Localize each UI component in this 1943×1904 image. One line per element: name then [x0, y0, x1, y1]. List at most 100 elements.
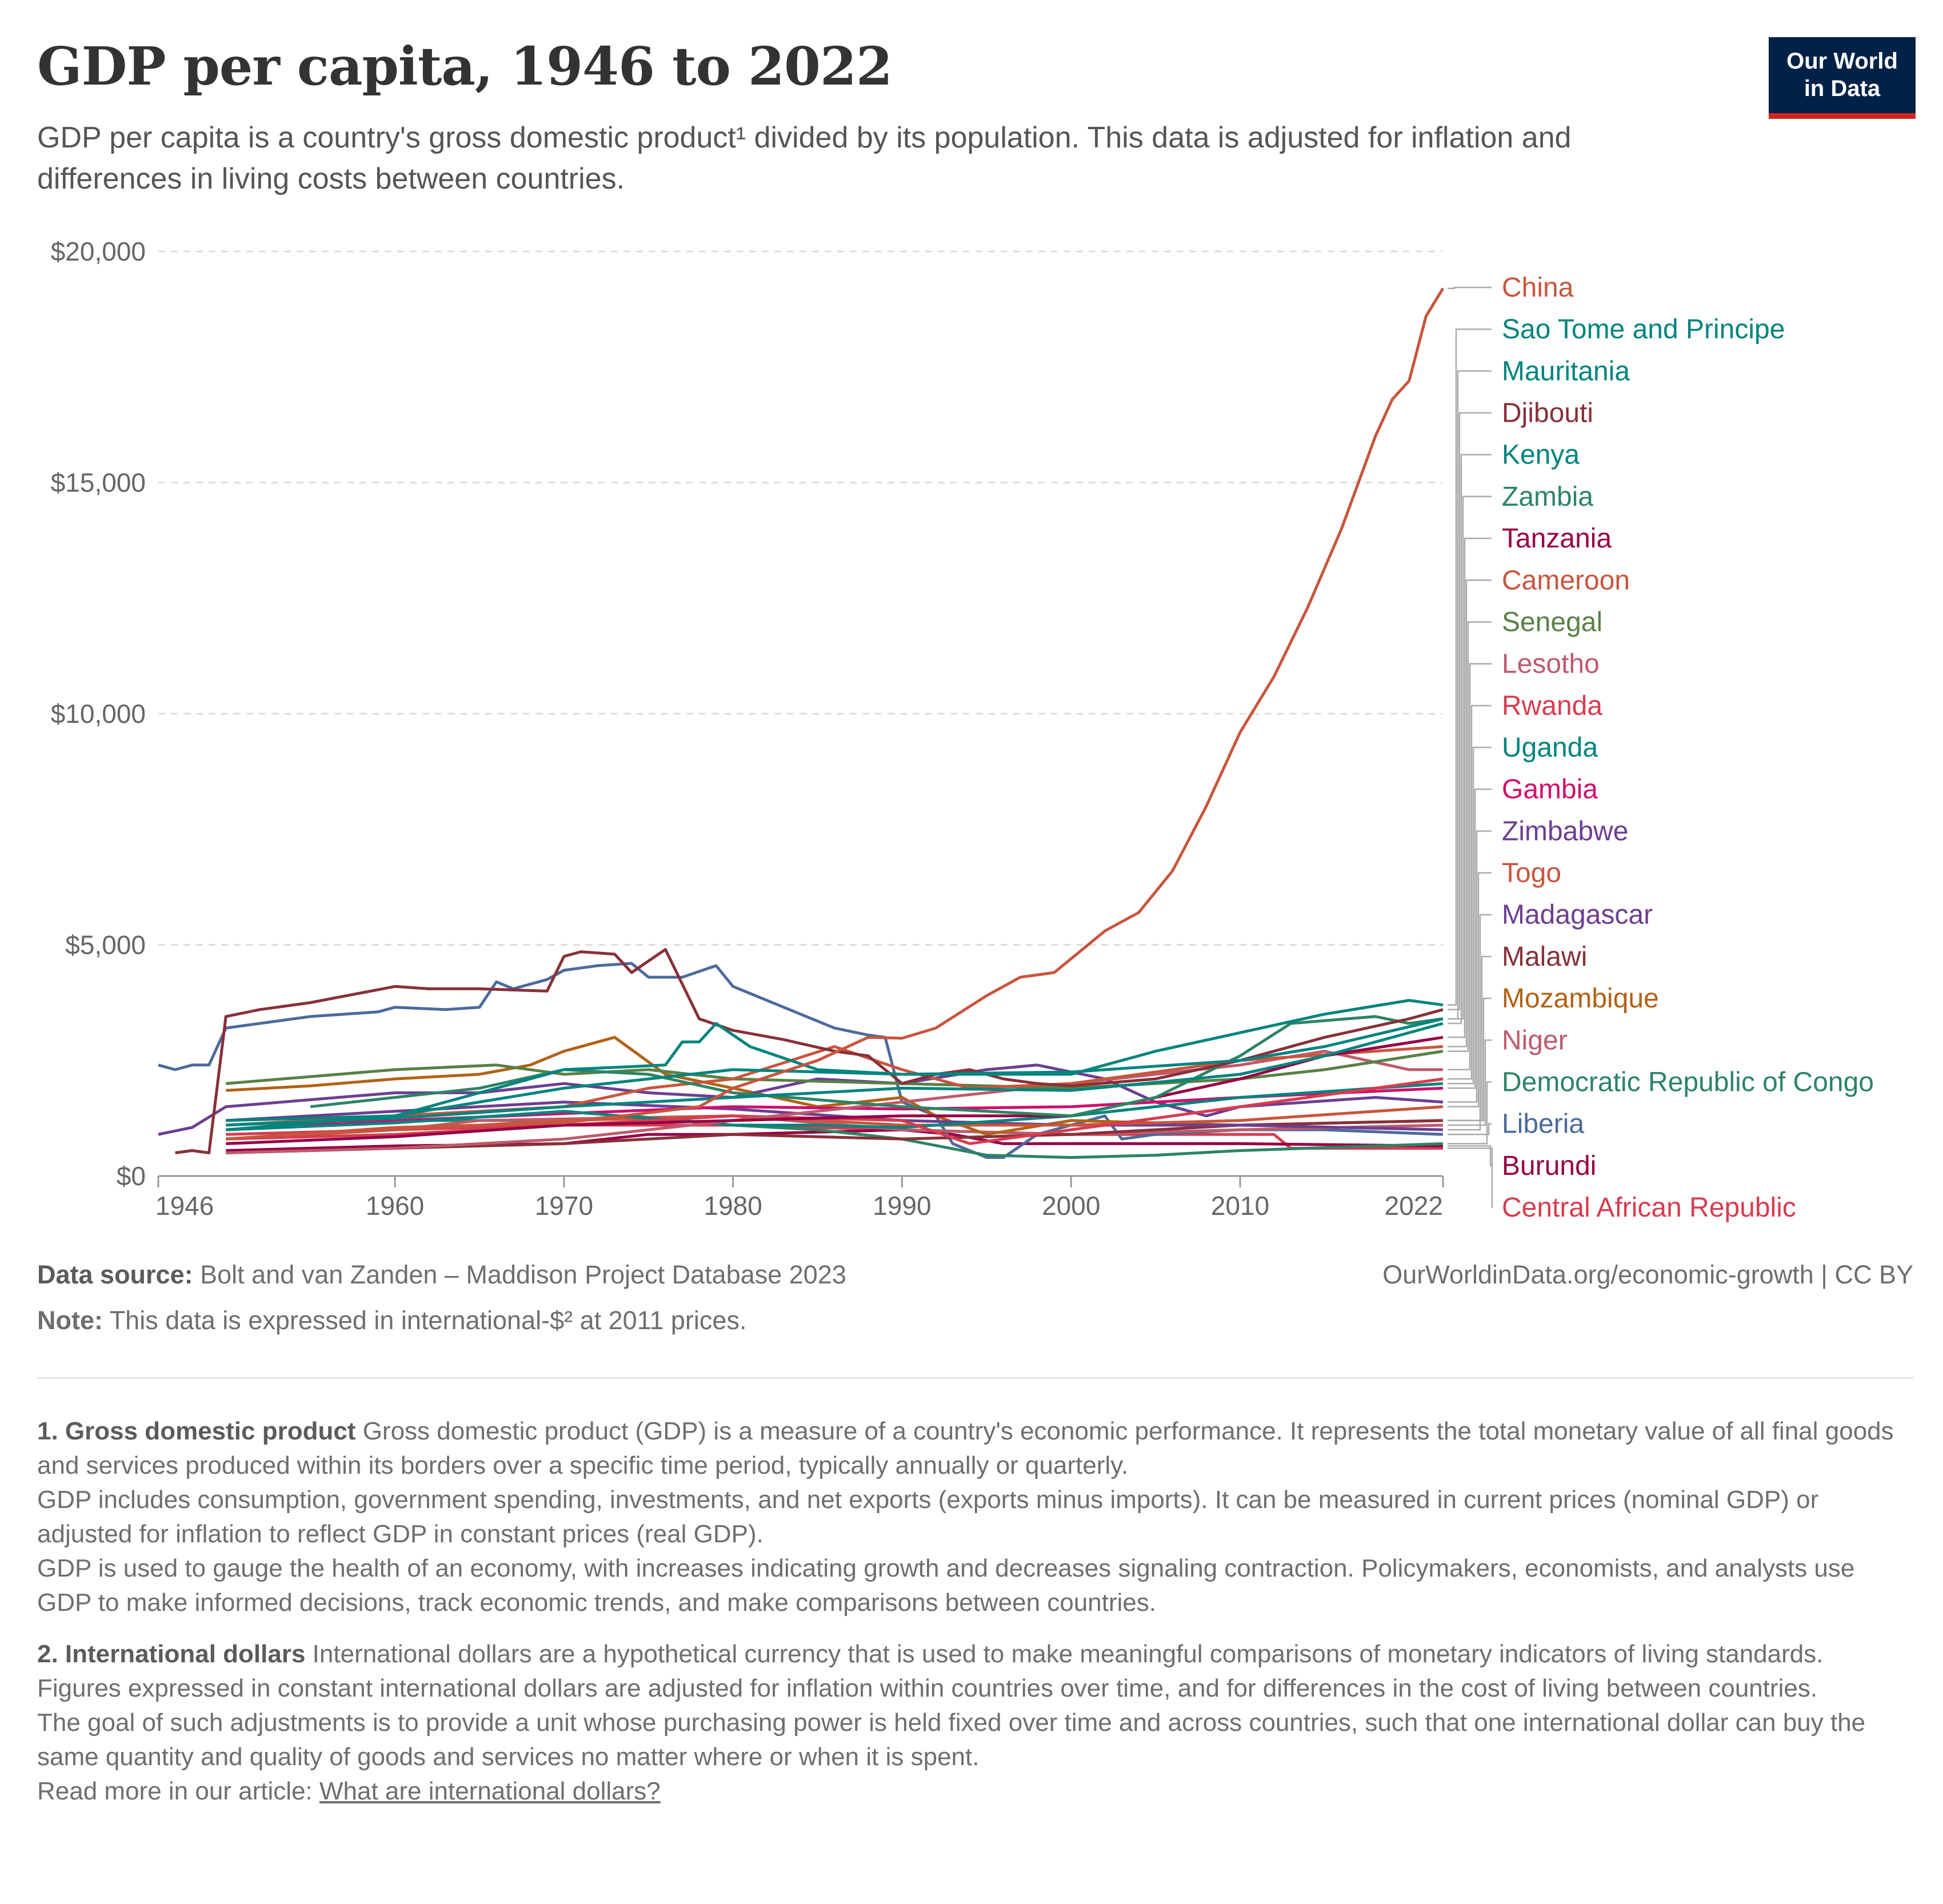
series-label: Mauritania [1502, 356, 1630, 386]
series-labels: China Sao Tome and Principe Mauritania Djib… [1502, 273, 1874, 1223]
y-tick-label: $20,000 [51, 237, 146, 266]
footnote-1-label: 1. Gross domestic product [37, 1417, 356, 1445]
x-tick-label: 2000 [1042, 1191, 1100, 1221]
series-label: Togo [1502, 858, 1561, 889]
label-connector [1448, 1147, 1493, 1209]
series-label: Gambia [1502, 774, 1598, 805]
series-line-togo [226, 1105, 1444, 1141]
owid-logo[interactable]: Our World in Data [1769, 37, 1916, 119]
x-tick-label: 1960 [366, 1191, 424, 1221]
logo-line-1: Our World [1786, 49, 1898, 74]
series-line-china [226, 287, 1445, 1141]
series-line-zimbabwe [158, 1063, 1444, 1136]
series-label: Kenya [1502, 440, 1580, 470]
line-chart: China Sao Tome and Principe Mauritania Djib… [51, 237, 1874, 1223]
y-tick-label: $10,000 [51, 699, 146, 729]
x-tick-label: 2010 [1211, 1191, 1269, 1221]
chart-subtitle: GDP per capita is a country's gross dome… [37, 121, 1572, 195]
series-label: Sao Tome and Principe [1502, 314, 1785, 345]
label-connector [1448, 1081, 1492, 1145]
footnote-1-p1: Gross domestic product (GDP) is a measur… [37, 1417, 1894, 1479]
series-label: China [1502, 273, 1574, 303]
series-label: Malawi [1502, 942, 1587, 972]
label-connector [1448, 830, 1492, 1103]
y-tick-label: $0 [117, 1161, 146, 1191]
footnote-2-p1: International dollars are a hypothetical… [312, 1640, 1824, 1668]
data-source: Data source: Bolt and van Zanden – Maddi… [37, 1260, 846, 1290]
label-connector [1448, 1039, 1492, 1126]
chart-title: GDP per capita, 1946 to 2022 [37, 35, 893, 97]
source-label: Data source: [37, 1260, 193, 1289]
label-connector [1448, 537, 1492, 1038]
label-connector [1448, 914, 1492, 1131]
series-line-rwanda [226, 1077, 1444, 1145]
label-connector [1448, 1145, 1492, 1167]
label-connector [1448, 872, 1492, 1107]
series-label: Democratic Republic of Congo [1502, 1067, 1874, 1097]
read-more-link[interactable]: What are international dollars? [319, 1777, 661, 1805]
series-label: Senegal [1502, 607, 1602, 637]
series-label: Madagascar [1502, 900, 1653, 930]
label-connectors [1448, 286, 1493, 1209]
series-label: Rwanda [1502, 691, 1602, 721]
footnote-1: 1. Gross domestic product Gross domestic… [37, 1414, 1894, 1620]
label-connector [1448, 454, 1492, 1025]
label-connector [1448, 495, 1492, 1020]
series-line-gambia [226, 1086, 1444, 1131]
x-tick-label: 2022 [1385, 1191, 1443, 1221]
axes: $0 $5,000 $10,000 $15,000 $20,000 1946 1960 197… [51, 237, 1444, 1221]
divider [37, 1377, 1913, 1379]
series-label: Mozambique [1502, 983, 1659, 1014]
series-line-madagascar [226, 1101, 1444, 1131]
label-connector [1448, 579, 1492, 1047]
read-more-text: Read more in our article: [37, 1777, 313, 1805]
series-label: Uganda [1502, 733, 1598, 763]
label-connector [1448, 328, 1492, 1006]
series-line-lesotho [226, 1050, 1443, 1154]
source-url[interactable]: OurWorldinData.org/economic-growth | CC … [1382, 1260, 1913, 1289]
series-line-liberia [158, 962, 1444, 1159]
note-text: This data is expressed in international-… [109, 1306, 747, 1335]
series-line-sao-tome-and-principe [226, 999, 1444, 1131]
label-connector [1448, 746, 1492, 1085]
label-connector [1448, 663, 1492, 1071]
series-line-uganda [226, 1082, 1444, 1131]
y-tick-label: $5,000 [65, 930, 146, 960]
label-connector [1448, 705, 1492, 1080]
series-label: Liberia [1502, 1109, 1584, 1139]
grid [158, 250, 1443, 946]
series-label: Cameroon [1502, 565, 1630, 595]
series-label: Tanzania [1502, 523, 1612, 554]
series-line-tanzania [226, 1035, 1444, 1145]
x-tick-label: 1946 [155, 1191, 214, 1221]
series-lines [158, 287, 1445, 1159]
label-connector [1448, 286, 1492, 289]
footnote-2-p2: Figures expressed in constant internatio… [37, 1674, 1818, 1702]
label-connector [1448, 1123, 1492, 1135]
logo-bar [1769, 113, 1916, 119]
note-label: Note: [37, 1306, 103, 1335]
source-text: Bolt and van Zanden – Maddison Project D… [200, 1260, 846, 1289]
x-tick-label: 1980 [704, 1191, 762, 1221]
label-connector [1448, 621, 1492, 1052]
y-tick-label: $15,000 [51, 468, 146, 498]
series-line-kenya [226, 1022, 1444, 1127]
logo-line-2: in Data [1804, 76, 1881, 101]
x-tick-label: 1990 [873, 1191, 931, 1221]
x-tick-label: 1970 [535, 1191, 593, 1221]
footnote-1-p3: GDP is used to gauge the health of an ec… [37, 1554, 1855, 1617]
series-label: Niger [1502, 1025, 1568, 1055]
series-label: Zambia [1502, 482, 1593, 512]
footnote-2: 2. International dollars International d… [37, 1637, 1894, 1809]
label-connector [1448, 788, 1492, 1089]
series-line-djibouti [175, 948, 1444, 1154]
footnote-1-p2: GDP includes consumption, government spe… [37, 1486, 1819, 1548]
series-label: Burundi [1502, 1151, 1596, 1181]
series-line-mauritania [226, 1017, 1444, 1122]
series-label: Djibouti [1502, 398, 1593, 429]
footnote-2-p3: The goal of such adjustments is to provi… [37, 1709, 1866, 1771]
note: Note: This data is expressed in internat… [37, 1306, 746, 1335]
series-label: Lesotho [1502, 649, 1600, 679]
label-connector [1448, 997, 1492, 1122]
footnote-2-label: 2. International dollars [37, 1640, 306, 1668]
